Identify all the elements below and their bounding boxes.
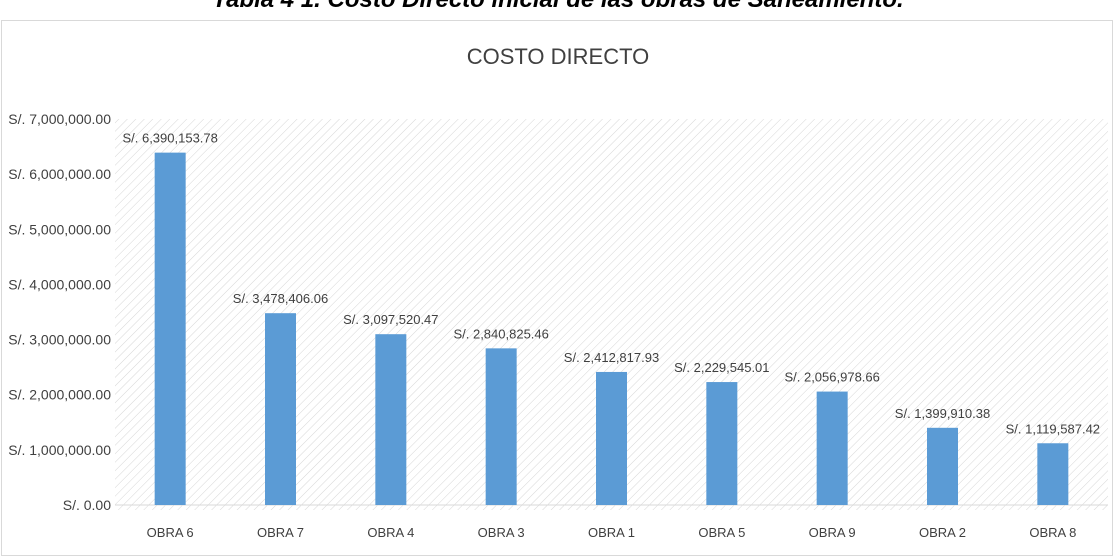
x-axis: OBRA 6 OBRA 7 OBRA 4 OBRA 3 OBRA 1 OBRA 5 OBRA…: [147, 525, 1077, 540]
data-label: S/. 2,412,817.93: [564, 350, 659, 365]
y-tick-label: S/. 0.00: [63, 497, 111, 513]
data-label: S/. 2,840,825.46: [453, 326, 548, 341]
bar: [706, 382, 738, 505]
y-tick-label: S/. 3,000,000.00: [8, 332, 111, 348]
bar: [375, 334, 407, 505]
bar: [265, 313, 296, 505]
bar-series: [154, 152, 1069, 505]
bar: [154, 152, 186, 505]
y-tick-label: S/. 6,000,000.00: [8, 166, 111, 182]
y-tick-label: S/. 1,000,000.00: [8, 442, 111, 458]
data-label: S/. 1,399,910.38: [895, 406, 990, 421]
data-label: S/. 6,390,153.78: [122, 131, 217, 146]
data-label: S/. 2,056,978.66: [784, 370, 879, 385]
table-caption: Tabla 4 1. Costo Directo inicial de las …: [0, 0, 1116, 14]
y-tick-label: S/. 2,000,000.00: [8, 387, 111, 403]
data-labels: S/. 6,390,153.78 S/. 3,478,406.06 S/. 3,09…: [122, 131, 1100, 437]
bar: [816, 391, 848, 505]
x-tick-label: OBRA 5: [698, 525, 745, 540]
y-tick-label: S/. 7,000,000.00: [8, 111, 111, 127]
x-tick-label: OBRA 9: [809, 525, 856, 540]
y-tick-label: S/. 4,000,000.00: [8, 276, 111, 292]
data-label: S/. 3,478,406.06: [233, 291, 328, 306]
x-tick-label: OBRA 6: [147, 525, 194, 540]
data-label: S/. 1,119,587.42: [1006, 421, 1100, 436]
x-tick-label: OBRA 7: [257, 525, 304, 540]
x-tick-label: OBRA 2: [919, 525, 966, 540]
bar: [596, 371, 627, 505]
x-tick-label: OBRA 8: [1029, 525, 1076, 540]
x-tick-label: OBRA 1: [588, 525, 635, 540]
bar: [485, 348, 517, 505]
bar: [927, 427, 958, 505]
chart-title: COSTO DIRECTO: [467, 44, 650, 69]
data-label: S/. 3,097,520.47: [343, 312, 438, 327]
x-tick-label: OBRA 3: [478, 525, 525, 540]
y-tick-label: S/. 5,000,000.00: [8, 221, 111, 237]
bar: [1037, 443, 1069, 505]
data-label: S/. 2,229,545.01: [674, 360, 769, 375]
x-tick-label: OBRA 4: [367, 525, 414, 540]
